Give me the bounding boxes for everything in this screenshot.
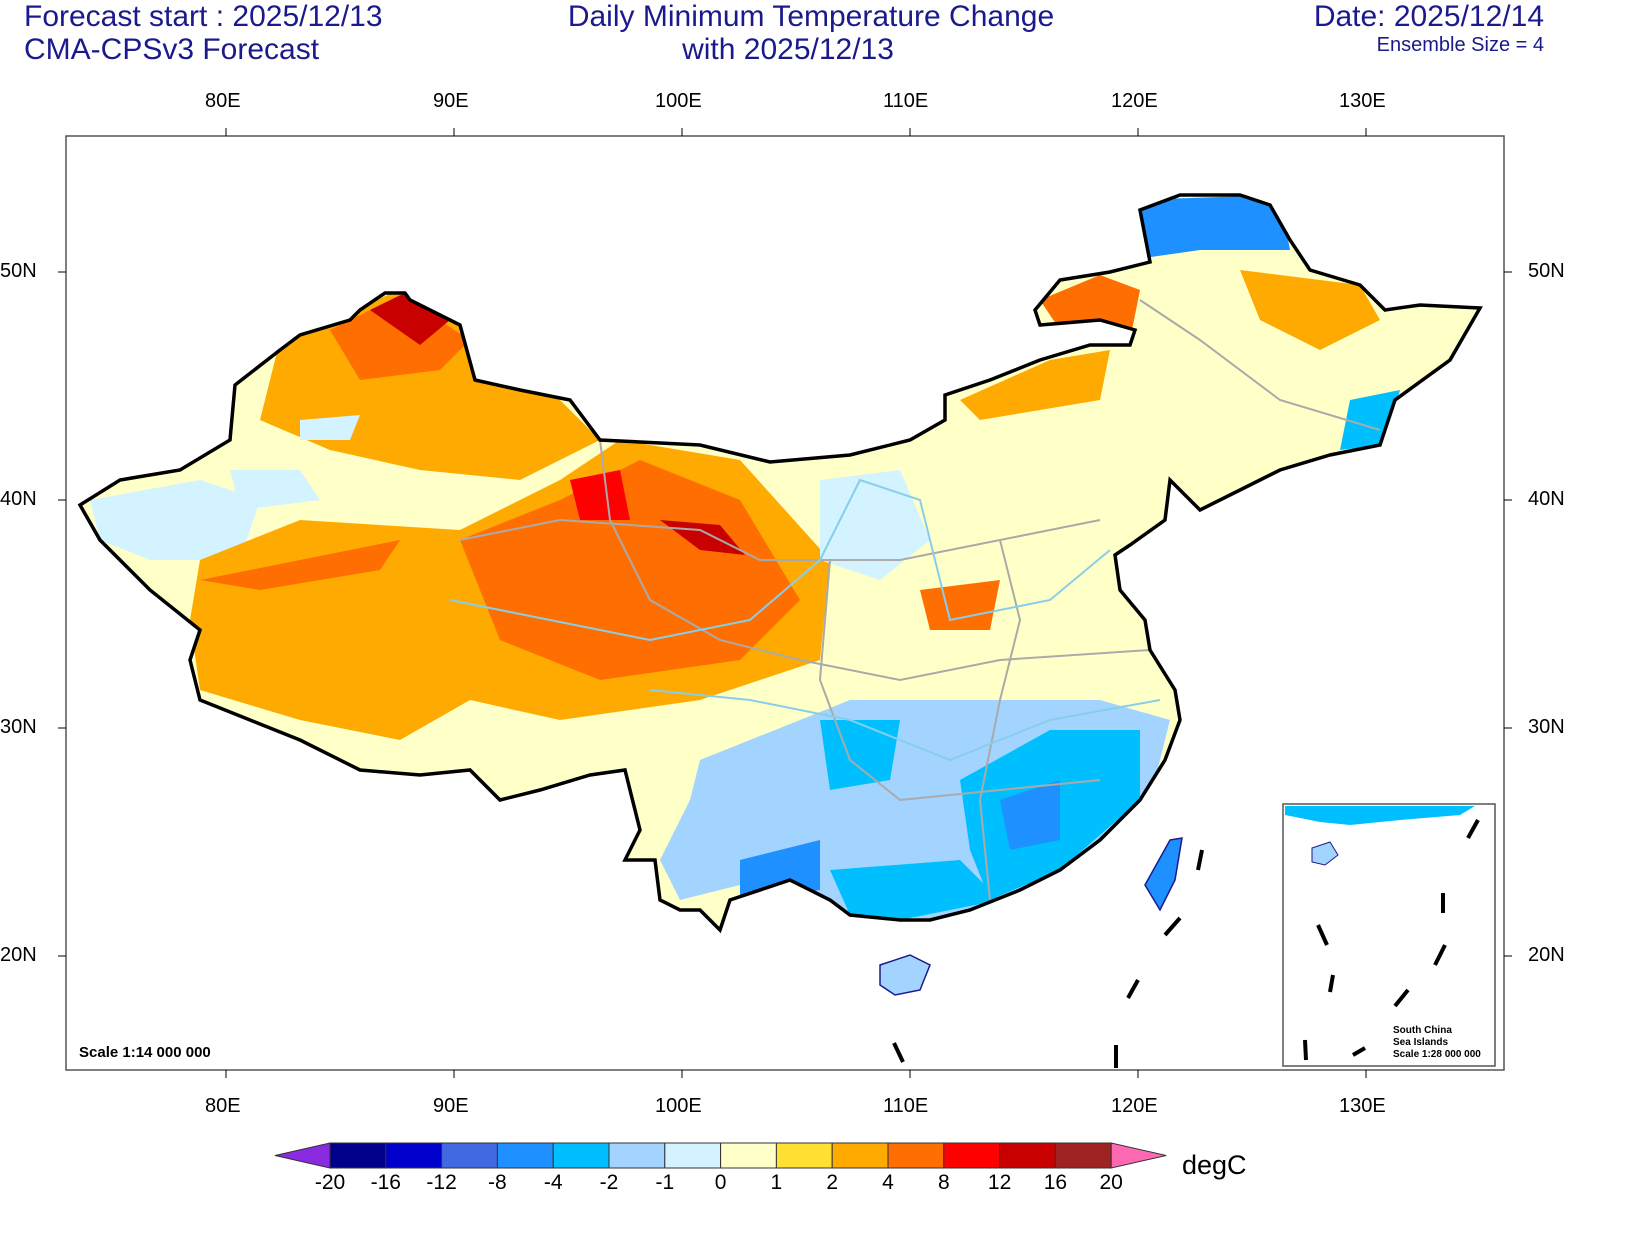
chart-subtitle: with 2025/12/13 [682,33,894,66]
map-scale-label: Scale 1:14 000 000 [79,1044,211,1061]
colorbar-swatch [943,1142,1001,1169]
lon-label-top-130E: 130E [1339,90,1386,112]
lat-label-right-50N: 50N [1528,260,1565,282]
colorbar-swatch [664,1142,722,1169]
colorbar-swatch [496,1142,554,1169]
lon-label-top-120E: 120E [1111,90,1158,112]
colorbar-swatch [1054,1142,1112,1169]
colorbar-tick-label: -2 [599,1171,619,1194]
lon-label-top-110E: 110E [883,90,929,112]
colorbar-tick-label: 20 [1099,1171,1123,1194]
lat-label-left-30N: 30N [0,716,37,738]
colorbar-under-triangle [274,1142,331,1169]
colorbar-over-triangle [1110,1142,1167,1169]
colorbar-tick-label: 8 [937,1171,950,1194]
lon-label-bottom-110E: 110E [883,1095,929,1117]
colorbar-tick-label: -16 [370,1171,401,1194]
model-label: CMA-CPSv3 Forecast [24,33,320,66]
chart-title: Daily Minimum Temperature Change [567,0,1055,33]
lon-label-bottom-100E: 100E [655,1095,702,1117]
rivers [449,478,1161,762]
colorbar-tick-label: 2 [826,1171,839,1194]
inset-caption-line1: South China [1393,1025,1452,1036]
lat-label-left-40N: 40N [0,488,37,510]
inset-caption-line3: Scale 1:28 000 000 [1393,1049,1481,1060]
colorbar-tick-label: -8 [488,1171,507,1194]
colorbar-tick-label: 16 [1043,1171,1068,1194]
colorbar-tick-label: 4 [882,1171,894,1194]
lon-label-bottom-90E: 90E [433,1095,469,1117]
south-china-sea-inset [1282,803,1496,1067]
inset-caption-line2: Sea Islands [1393,1037,1449,1048]
lat-label-right-20N: 20N [1528,944,1565,966]
lon-label-top-100E: 100E [655,90,702,112]
inset-caption: South China Sea Islands Scale 1:28 000 0… [1393,1025,1481,1061]
lon-label-bottom-130E: 130E [1339,1095,1386,1117]
lon-label-bottom-120E: 120E [1111,1095,1158,1117]
dashed-boundary-line [892,849,1204,1068]
colorbar-swatch [720,1142,777,1169]
taiwan-island [1144,837,1183,912]
colorbar-swatch [999,1142,1056,1169]
lon-label-top-90E: 90E [433,90,469,112]
colorbar-swatch [329,1142,387,1169]
colorbar-swatch [831,1142,889,1169]
forecast-start-label: Forecast start : 2025/12/13 [24,0,383,33]
colorbar-swatch [385,1142,443,1169]
lat-label-left-20N: 20N [0,944,37,966]
hainan-island [879,954,931,996]
colorbar-tick-label: 0 [714,1171,727,1194]
colorbar [274,1142,1167,1169]
colorbar-tick-label: -4 [543,1171,563,1194]
colorbar-tick-label: 1 [770,1171,783,1194]
axis-ticks [58,128,1512,1078]
colorbar-swatch [552,1142,610,1169]
ensemble-size-label: Ensemble Size = 4 [1376,34,1544,56]
province-boundaries [459,299,1381,901]
colorbar-tick-label: 12 [987,1171,1012,1194]
colorbar-tick-label: -12 [426,1171,457,1194]
colorbar-tick-label: -1 [655,1171,675,1194]
lon-label-bottom-80E: 80E [205,1095,241,1117]
colorbar-swatch [441,1142,498,1169]
colorbar-swatch [887,1142,945,1169]
lat-label-right-30N: 30N [1528,716,1565,738]
colorbar-swatch [608,1142,666,1169]
colorbar-unit: degC [1182,1150,1247,1180]
colorbar-tick-label: -20 [314,1171,346,1194]
colorbar-swatch [775,1142,833,1169]
lat-label-left-50N: 50N [0,260,37,282]
lat-label-right-40N: 40N [1528,488,1565,510]
date-label: Date: 2025/12/14 [1313,0,1544,33]
lon-label-top-80E: 80E [205,90,241,112]
